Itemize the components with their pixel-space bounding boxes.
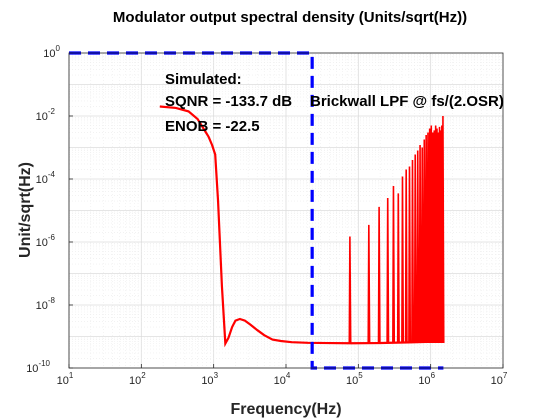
y-tick-label: 10-4: [36, 170, 56, 186]
y-tick-label: 10-8: [36, 296, 56, 312]
x-axis-label: Frequency(Hz): [230, 401, 341, 418]
spectral-spikes-series: [348, 115, 445, 344]
x-tick-label: 106: [418, 371, 435, 387]
x-tick-label: 103: [201, 371, 218, 387]
y-tick-label: 10-10: [26, 359, 50, 375]
x-tick-label: 102: [129, 371, 146, 387]
spectral-dense-band: [426, 302, 442, 331]
annotation-simulated: Simulated:: [165, 71, 242, 88]
spectral-density-line: [159, 105, 444, 348]
annotation-brickwall: Brickwall LPF @ fs/(2.OSR): [310, 93, 504, 110]
y-tick-label: 10-6: [36, 233, 56, 249]
y-tick-label: 10-2: [36, 107, 56, 123]
chart-title: Modulator output spectral density (Units…: [113, 9, 467, 26]
y-axis-label: Unit/sqrt(Hz): [17, 162, 34, 258]
x-tick-label: 105: [346, 371, 363, 387]
x-tick-label: 107: [491, 371, 508, 387]
y-tick-label: 100: [43, 44, 60, 60]
x-tick-label: 101: [57, 371, 74, 387]
annotation-enob: ENOB = -22.5: [165, 118, 260, 135]
annotation-sqnr: SQNR = -133.7 dB: [165, 93, 292, 110]
x-tick-label: 104: [274, 371, 291, 387]
